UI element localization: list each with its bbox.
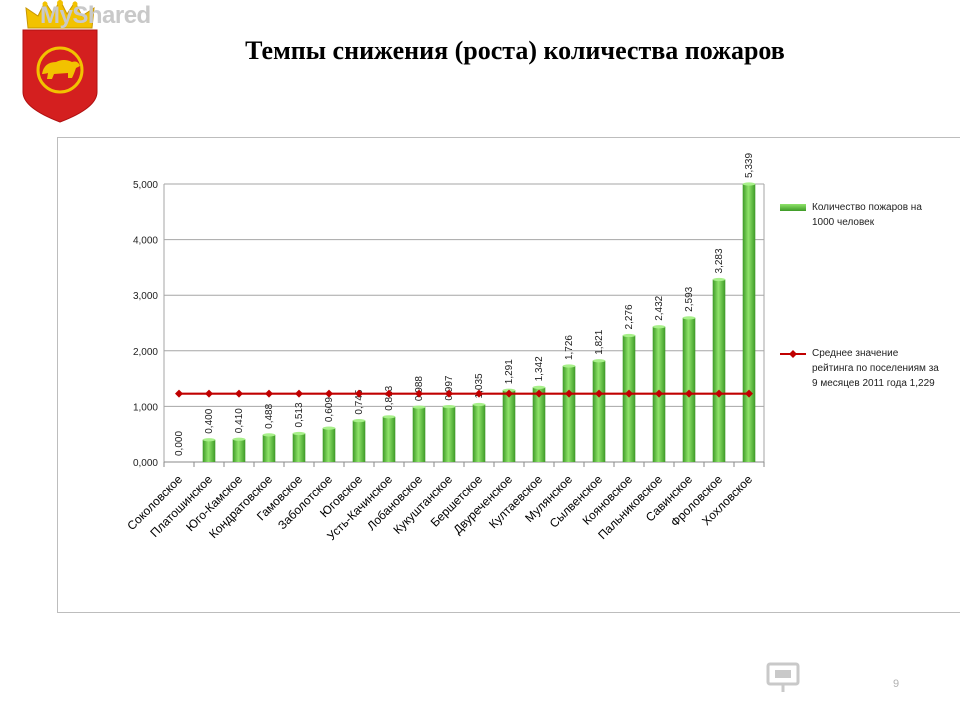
legend-label: Среднее значение рейтинга по поселениям …: [812, 348, 939, 389]
bar: [502, 390, 516, 462]
y-tick-label: 2,000: [133, 347, 158, 358]
bar-value-label: 0,745: [354, 389, 365, 414]
bar-value-label: 2,276: [624, 304, 635, 329]
bar: [712, 279, 726, 462]
bar-cap: [262, 433, 276, 437]
bar-value-label: 0,488: [264, 403, 275, 428]
page-number: 9: [893, 678, 900, 690]
average-marker: [715, 389, 723, 398]
bar-cap: [382, 415, 396, 419]
bar-cap: [232, 437, 246, 441]
bar: [442, 406, 456, 462]
bar-value-label: 0,000: [174, 431, 185, 456]
average-marker: [565, 389, 573, 398]
average-marker: [685, 389, 693, 398]
bar: [532, 387, 546, 462]
bar-value-label: 1,726: [564, 335, 575, 360]
average-marker: [595, 389, 603, 398]
bar: [232, 439, 246, 462]
y-tick-label: 0,000: [133, 458, 158, 469]
average-marker: [175, 389, 183, 398]
bar-cap: [682, 316, 696, 320]
bar-value-label: 0,997: [444, 375, 455, 400]
bar-value-label: 0,988: [414, 376, 425, 401]
average-marker: [325, 389, 333, 398]
average-marker: [655, 389, 663, 398]
average-marker: [625, 389, 633, 398]
bar: [202, 439, 216, 462]
average-marker: [205, 389, 213, 398]
average-marker: [235, 389, 243, 398]
average-marker: [745, 389, 753, 398]
bar-value-label: 2,593: [684, 286, 695, 311]
watermark-text: MyShared: [40, 2, 151, 29]
legend-line-swatch: [780, 349, 806, 359]
average-marker: [475, 389, 483, 398]
y-tick-label: 5,000: [133, 180, 158, 191]
chart: 0,000 1,000 2,000 3,000 4,000 5,000 0,000 0,400…: [124, 153, 765, 543]
bar-value-label: 3,283: [714, 248, 725, 273]
bar-cap: [712, 277, 726, 282]
watermark: [766, 662, 800, 692]
y-tick-label: 3,000: [133, 291, 158, 302]
legend-label: Количество пожаров на 1000 человек: [812, 202, 922, 228]
bar-value-label: 1,035: [474, 373, 485, 398]
bar: [352, 420, 366, 462]
bar-cap: [292, 431, 306, 436]
bar-cap: [472, 402, 486, 407]
legend-bar-swatch: [780, 204, 806, 211]
bar-value-label: 1,821: [594, 329, 605, 354]
bar-value-label: 0,400: [204, 408, 215, 433]
average-marker: [415, 389, 423, 398]
bar-value-label: 0,609: [324, 397, 335, 422]
bar-cap: [562, 364, 576, 368]
bar: [472, 404, 486, 462]
y-tick-label: 4,000: [133, 236, 158, 247]
bar-cap: [622, 333, 636, 338]
bar-value-label: 1,291: [504, 359, 515, 384]
bar-value-label: 0,410: [234, 408, 245, 433]
bar: [292, 433, 306, 462]
bar-value-label: 0,513: [294, 402, 305, 427]
bar-cap: [202, 438, 216, 442]
presentation-board-icon: [766, 662, 800, 692]
bar-value-label: 5,339: [744, 153, 755, 178]
bar-cap: [412, 405, 426, 409]
bar: [562, 366, 576, 462]
average-marker: [535, 389, 543, 398]
average-marker: [385, 389, 393, 398]
bar: [412, 407, 426, 462]
bar-cap: [352, 418, 366, 423]
bar-cap: [442, 404, 456, 409]
bar: [322, 428, 336, 462]
page-title: Темпы снижения (роста) количества пожаро…: [245, 36, 785, 65]
average-marker: [355, 389, 363, 398]
bar: [262, 434, 276, 462]
bar: [622, 335, 636, 462]
bar: [592, 360, 606, 462]
bar-value-label: 0,813: [384, 385, 395, 410]
bar-cap: [532, 385, 546, 389]
bar: [742, 184, 756, 462]
bar-cap: [322, 426, 336, 430]
coat-of-arms-bear-icon: [22, 0, 98, 123]
average-marker: [265, 389, 273, 398]
bar-cap: [742, 182, 756, 186]
chart-frame: 0,000 1,000 2,000 3,000 4,000 5,000 0,000 0,400…: [57, 137, 960, 613]
bar-cap: [592, 359, 606, 363]
y-tick-label: 1,000: [133, 402, 158, 413]
bar-cap: [652, 325, 666, 329]
bar: [382, 416, 396, 462]
average-marker: [295, 389, 303, 398]
bar-value-label: 2,432: [654, 295, 665, 320]
average-marker: [505, 389, 513, 398]
average-marker: [445, 389, 453, 398]
bar-value-label: 1,342: [534, 356, 545, 381]
